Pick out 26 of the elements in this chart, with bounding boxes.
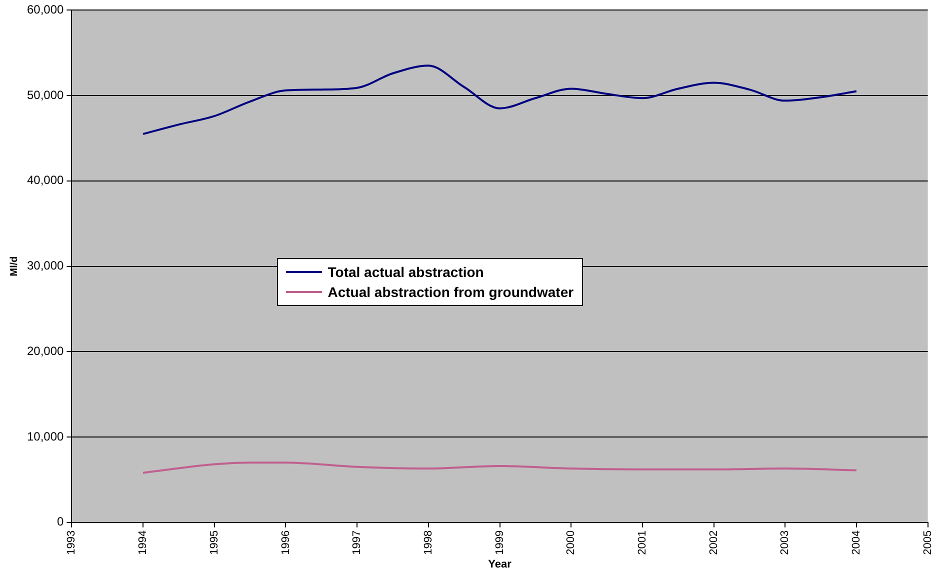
- y-tick-label: 60,000: [27, 2, 64, 17]
- x-axis-title: Year: [488, 558, 512, 570]
- y-tick-label: 50,000: [27, 88, 64, 102]
- legend-label: Total actual abstraction: [328, 264, 484, 280]
- y-tick-label: 0: [57, 514, 64, 529]
- x-tick-label: 1999: [494, 530, 506, 555]
- x-tick-label: 1996: [280, 530, 292, 555]
- x-tick-label: 1994: [137, 530, 150, 555]
- y-tick-label: 10,000: [27, 429, 64, 444]
- legend-label: Actual abstraction from groundwater: [328, 284, 574, 300]
- x-tick-label: 2001: [636, 530, 648, 555]
- y-tick-label: 20,000: [27, 344, 64, 358]
- x-tick-label: 1997: [351, 530, 364, 555]
- x-tick-label: 1995: [208, 530, 220, 555]
- line-series: [142, 64, 858, 135]
- y-axis-title: Ml/d: [8, 256, 20, 276]
- x-tick-label: 1993: [66, 530, 78, 555]
- x-tick-label: 2000: [565, 530, 578, 555]
- y-tick-label: 40,000: [27, 173, 64, 188]
- x-tick-label: 1998: [422, 530, 434, 555]
- x-tick-label: 2005: [922, 530, 934, 555]
- y-tick-label: 30,000: [27, 258, 64, 273]
- x-tick-label: 2002: [708, 530, 720, 555]
- x-tick-label: 2003: [779, 530, 792, 555]
- line-series: [142, 462, 858, 474]
- x-tick-label: 2004: [850, 530, 862, 555]
